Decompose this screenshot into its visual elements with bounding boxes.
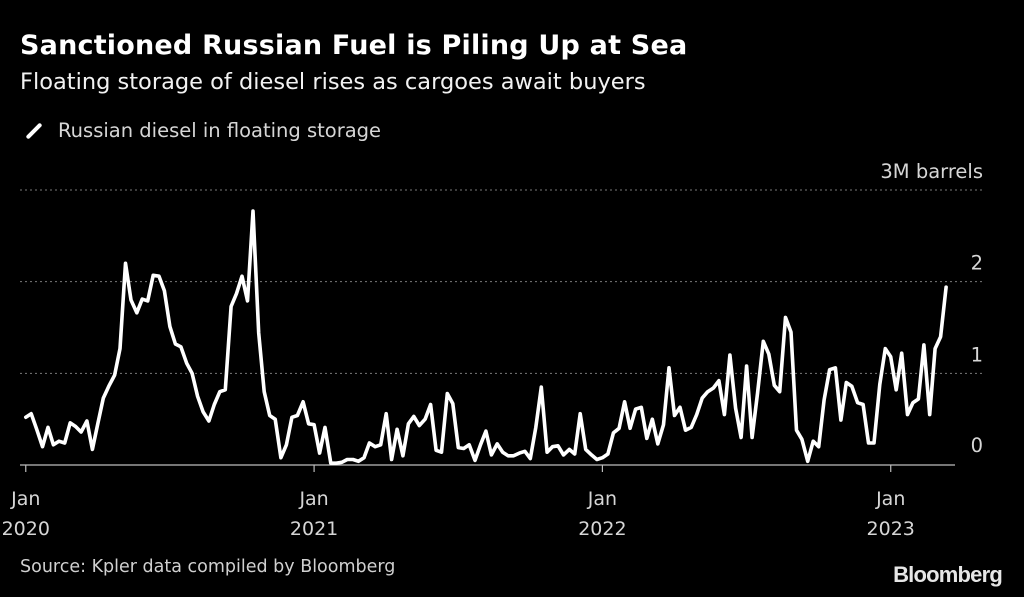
x-tick-label-year: 2021: [290, 518, 338, 540]
legend: Russian diesel in floating storage: [22, 119, 381, 142]
chart-subtitle: Floating storage of diesel rises as carg…: [20, 69, 646, 95]
y-tick-label: 2: [971, 252, 983, 275]
bloomberg-logo: Bloomberg: [893, 562, 1003, 587]
source-note: Source: Kpler data compiled by Bloomberg: [20, 557, 396, 577]
x-tick-label-year: 2023: [867, 518, 915, 540]
y-unit-label: 3M barrels: [880, 160, 983, 183]
series-line-russian-diesel: [24, 209, 948, 465]
x-tick-label-year: 2022: [578, 518, 626, 540]
legend-label: Russian diesel in floating storage: [58, 119, 382, 142]
x-tick-label-month: Jan: [875, 488, 905, 510]
y-tick-label: 1: [971, 343, 983, 366]
y-tick-label: 0: [971, 434, 983, 457]
x-tick-label-month: Jan: [298, 488, 328, 510]
x-tick-label-month: Jan: [10, 488, 40, 510]
x-tick-label-month: Jan: [587, 488, 617, 510]
x-tick-label-year: 2020: [2, 518, 50, 540]
chart-title: Sanctioned Russian Fuel is Piling Up at …: [20, 30, 688, 61]
